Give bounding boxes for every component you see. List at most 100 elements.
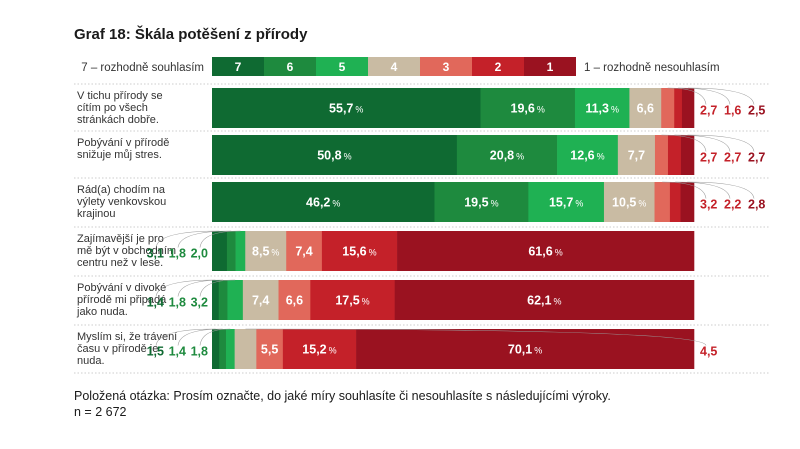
data-label-3: 2,7 [700, 151, 717, 165]
bar-segment-6 [226, 231, 236, 271]
chart-title: Graf 18: Škála potěšení z přírody [74, 25, 308, 43]
legend-left-label: 7 – rozhodně souhlasím [81, 62, 204, 74]
category-label: snižuje můj stres. [77, 149, 162, 161]
legend-swatch-6 [264, 57, 316, 76]
category-label: Zajímavější je pro [77, 233, 164, 245]
bar-segment-3 [654, 182, 671, 222]
data-label-2: 1,6 [724, 104, 741, 118]
bar-segment-2 [282, 329, 357, 369]
category-label: krajinou [77, 208, 116, 220]
bar-segment-1 [680, 135, 695, 175]
bar-segment-1 [397, 231, 695, 271]
legend-swatch-1 [524, 57, 576, 76]
leader-line [245, 328, 707, 346]
bar-segment-5 [225, 329, 235, 369]
bar-segment-4 [617, 135, 656, 175]
leader-line [678, 87, 731, 105]
data-label-2: 15,2% [302, 343, 336, 357]
bar-segment-1 [356, 329, 695, 369]
data-label-5: 1,8 [191, 345, 208, 359]
data-label-4: 8,5% [252, 245, 279, 259]
bar-segment-4 [603, 182, 655, 222]
footer-question: Položená otázka: Prosím označte, do jaké… [74, 389, 611, 403]
data-label-6: 19,5% [464, 196, 498, 210]
legend-entry-7: 7 [235, 60, 242, 74]
bar-segment-1 [680, 182, 695, 222]
leader-line [199, 279, 236, 297]
footer-sample-size: n = 2 672 [74, 405, 127, 419]
category-label: mě být v obchodním [77, 245, 176, 257]
data-label-1: 70,1% [508, 343, 542, 357]
bar-segment-2 [321, 231, 398, 271]
data-label-7: 1,4 [147, 296, 164, 310]
bar-segment-5 [235, 231, 246, 271]
bar-segment-4 [242, 280, 279, 320]
legend-swatch-3 [420, 57, 472, 76]
bar-segment-1 [681, 88, 695, 128]
legend-swatch-7 [212, 57, 264, 76]
category-label: Rád(a) chodím na [77, 184, 166, 196]
data-label-3: 2,7 [700, 104, 717, 118]
leader-line [687, 134, 755, 152]
leader-line [177, 230, 232, 248]
leader-line [199, 328, 231, 346]
leader-line [177, 279, 224, 297]
bar-segment-1 [394, 280, 695, 320]
bar-segment-6 [218, 280, 228, 320]
bar-segment-7 [212, 280, 220, 320]
bar-segment-5 [557, 135, 619, 175]
bar-segment-5 [227, 280, 244, 320]
data-label-1: 61,6% [528, 245, 562, 259]
bar-segment-2 [669, 182, 681, 222]
data-label-1: 2,7 [748, 151, 765, 165]
data-label-4: 7,7 [628, 149, 645, 163]
legend-swatch-4 [368, 57, 420, 76]
legend-swatch-5 [316, 57, 368, 76]
data-label-6: 1,8 [169, 296, 186, 310]
data-label-2: 2,2 [724, 198, 741, 212]
data-label-6: 19,6% [511, 102, 545, 116]
bar-segment-5 [574, 88, 630, 128]
data-label-4: 6,6 [637, 102, 654, 116]
data-label-5: 15,7% [549, 196, 583, 210]
bar-segment-2 [310, 280, 395, 320]
leader-line [199, 230, 241, 248]
category-label: Pobývání v přírodě [77, 137, 169, 149]
bar-segment-6 [434, 182, 529, 222]
category-label: času v přírodě je [77, 343, 158, 355]
legend-entry-5: 5 [339, 60, 346, 74]
legend: 7 – rozhodně souhlasím 7 6 5 4 3 2 1 1 – rozhodn… [81, 57, 720, 76]
bar-segment-3 [661, 88, 675, 128]
data-label-3: 5,5 [261, 343, 278, 357]
legend-right-label: 1 – rozhodně nesouhlasím [584, 62, 720, 74]
data-label-1: 2,8 [748, 198, 765, 212]
data-label-5: 2,0 [191, 247, 208, 261]
bar-segment-3 [286, 231, 323, 271]
data-label-6: 1,4 [169, 345, 186, 359]
bar-segment-3 [654, 135, 669, 175]
data-label-7: 3,1 [147, 247, 164, 261]
data-label-3: 3,2 [700, 198, 717, 212]
bar-segment-6 [456, 135, 558, 175]
legend-entry-3: 3 [443, 60, 450, 74]
bar-segment-7 [212, 135, 458, 175]
leader-line [661, 134, 707, 152]
bar-segment-6 [480, 88, 576, 128]
data-label-3: 6,6 [286, 294, 303, 308]
bar-segment-2 [667, 135, 682, 175]
data-label-4: 4,5 [700, 345, 717, 359]
data-label-1: 62,1% [527, 294, 561, 308]
leader-line [662, 181, 707, 199]
data-label-2: 17,5% [335, 294, 369, 308]
data-label-6: 1,8 [169, 247, 186, 261]
leader-line [687, 87, 755, 105]
category-label: výlety venkovskou [77, 196, 166, 208]
data-label-6: 20,8% [490, 149, 524, 163]
data-label-7: 46,2% [306, 196, 340, 210]
